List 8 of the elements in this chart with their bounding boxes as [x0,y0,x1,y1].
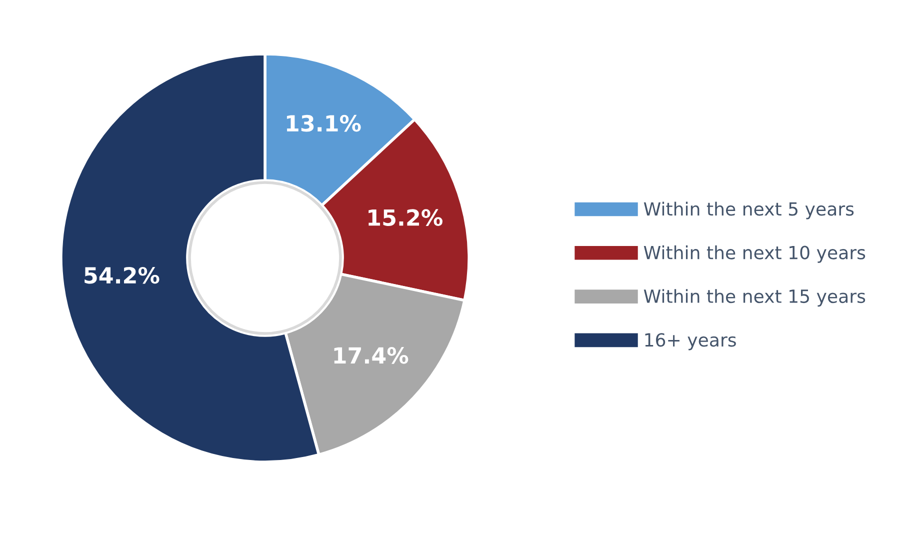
legend-label: Within the next 15 years [644,289,866,307]
legend-label: 16+ years [645,333,736,350]
legend-label: Within the next 10 years [644,245,866,263]
data-label: 15.2% [368,209,442,226]
legend-label: Within the next 5 years [644,202,854,220]
data-label: 54.2% [84,266,160,284]
data-label: 17.4% [334,347,408,364]
data-label: 13.1% [286,114,361,132]
